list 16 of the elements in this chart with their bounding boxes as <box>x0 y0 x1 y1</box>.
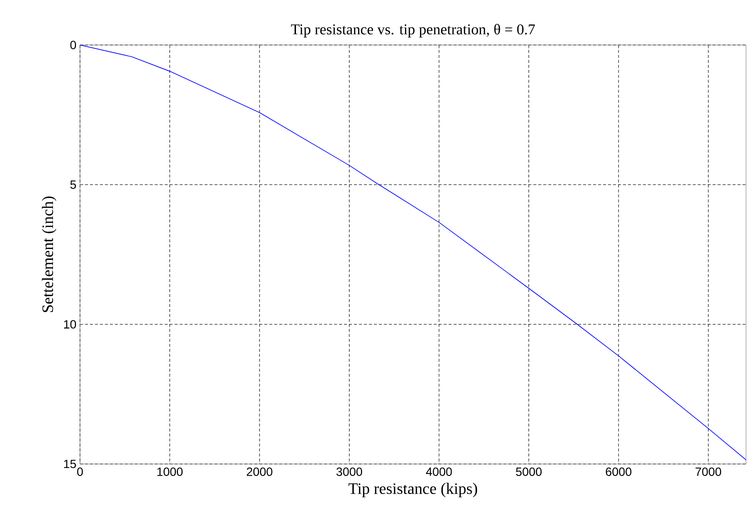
y-tick-label: 10 <box>64 320 76 329</box>
x-tick-label: 7000 <box>696 468 722 476</box>
y-tick-label: 0 <box>70 40 76 50</box>
x-tick-label: 2000 <box>246 468 272 476</box>
y-tick-label: 5 <box>70 180 76 189</box>
line-series <box>80 44 746 460</box>
x-tick-label: 1000 <box>157 468 183 476</box>
x-tick-label: 4000 <box>426 468 452 476</box>
x-tick-label: 5000 <box>516 468 542 476</box>
y-axis-title: Settelement (inch) <box>42 196 56 312</box>
x-tick-label: 6000 <box>606 468 632 476</box>
chart-title: Tip resistance vs. tip penetration, θ = 0.7 <box>290 24 535 38</box>
x-tick-label: 0 <box>77 468 83 476</box>
x-axis-title: Tip resistance (kips) <box>348 482 478 498</box>
y-tick-label: 15 <box>64 460 76 468</box>
x-tick-label: 3000 <box>336 468 362 476</box>
